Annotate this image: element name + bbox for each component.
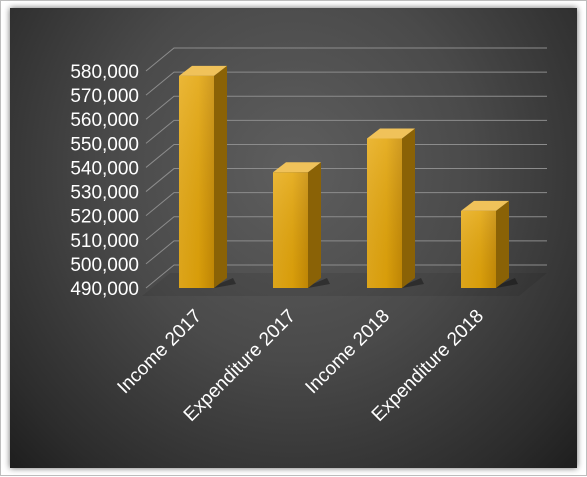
gridline	[145, 168, 547, 192]
bar-top	[179, 65, 227, 76]
bar-highlight	[273, 172, 308, 288]
x-tick-label: Income 2017	[114, 306, 207, 399]
y-tick-label: 500,000	[70, 255, 139, 276]
y-tick-label: 550,000	[70, 134, 139, 155]
bar-shadow	[402, 278, 424, 288]
bar-shadow	[496, 278, 518, 288]
gridline	[145, 119, 547, 144]
gridline	[145, 143, 547, 168]
y-tick-label: 560,000	[70, 110, 139, 131]
gridline	[145, 240, 547, 265]
y-tick-label: 490,000	[70, 279, 139, 300]
floor-plane	[142, 273, 547, 296]
y-tick-label: 570,000	[70, 86, 139, 107]
bar-shadow	[214, 278, 236, 288]
gridline	[145, 216, 547, 241]
y-tick-label: 510,000	[70, 231, 139, 252]
gridline	[145, 71, 547, 96]
bar-side	[308, 162, 321, 288]
y-tick-label: 580,000	[70, 62, 139, 83]
bar-top	[367, 128, 415, 139]
gridline	[145, 192, 547, 217]
bar-side	[214, 65, 227, 288]
y-tick-label: 520,000	[70, 207, 139, 228]
bar-shadow	[308, 278, 330, 288]
y-tick-label: 530,000	[70, 183, 139, 204]
bar-top	[461, 200, 509, 211]
bar-side	[402, 128, 415, 288]
gridline	[145, 95, 547, 120]
bar-highlight	[461, 210, 496, 288]
bar-highlight	[179, 75, 214, 288]
bar-top	[273, 162, 321, 173]
y-tick-label: 540,000	[70, 158, 139, 179]
gridline	[145, 264, 547, 289]
x-tick-label: Income 2018	[302, 306, 395, 399]
gridline	[145, 47, 547, 72]
bar-highlight	[367, 138, 402, 288]
bar-side	[496, 200, 509, 288]
